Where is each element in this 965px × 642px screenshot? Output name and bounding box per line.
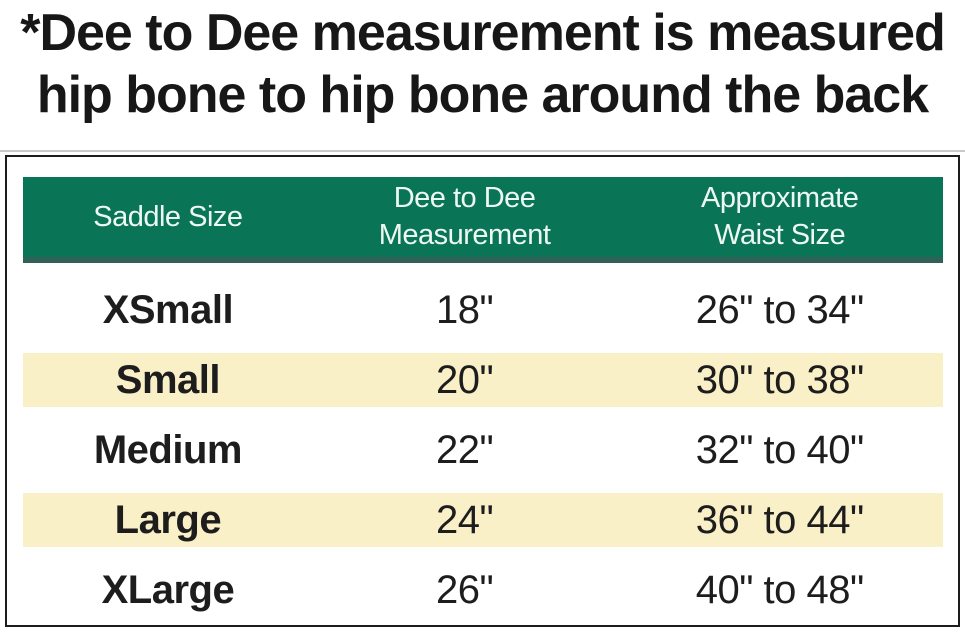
table-row-small: Small 20" 30" to 38" (23, 345, 943, 415)
table-header-row: Saddle Size Dee to Dee Measurement Appro… (23, 177, 943, 263)
cell-dee-small: 20" (435, 357, 494, 402)
cell-dee-xlarge: 26" (435, 567, 494, 612)
table-row-xsmall: XSmall 18" 26" to 34" (23, 275, 943, 345)
cell-waist-large: 36" to 44" (695, 497, 864, 542)
cell-size-xsmall: XSmall (102, 287, 234, 332)
cell-waist-medium: 32" to 40" (695, 427, 864, 472)
cell-waist-xlarge: 40" to 48" (695, 567, 864, 612)
cell-dee-xsmall: 18" (435, 287, 494, 332)
measurement-note: *Dee to Dee measurement is measured hip … (0, 2, 965, 126)
header-waist-size-line2: Waist Size (714, 219, 846, 251)
header-waist-size: Approximate Waist Size (616, 177, 943, 257)
note-line-2: hip bone to hip bone around the back (36, 66, 929, 124)
cell-dee-large: 24" (435, 497, 494, 542)
table-body: XSmall 18" 26" to 34" Small 20" 30" to 3… (23, 275, 943, 625)
header-saddle-size-line1: Saddle Size (93, 200, 243, 233)
cell-waist-small: 30" to 38" (695, 357, 864, 402)
header-dee-to-dee: Dee to Dee Measurement (313, 177, 617, 257)
table-row-xlarge: XLarge 26" 40" to 48" (23, 555, 943, 625)
cell-dee-medium: 22" (435, 427, 494, 472)
table-row-large: Large 24" 36" to 44" (23, 485, 943, 555)
size-chart-table: Saddle Size Dee to Dee Measurement Appro… (5, 155, 960, 627)
cell-size-medium: Medium (93, 427, 243, 472)
cell-size-small: Small (115, 357, 221, 402)
cell-size-xlarge: XLarge (101, 567, 235, 612)
header-dee-to-dee-line2: Measurement (378, 219, 551, 251)
header-waist-size-line1: Approximate (701, 182, 859, 214)
header-saddle-size: Saddle Size (23, 177, 313, 257)
cell-size-large: Large (114, 497, 222, 542)
table-row-medium: Medium 22" 32" to 40" (23, 415, 943, 485)
cell-waist-xsmall: 26" to 34" (695, 287, 864, 332)
header-dee-to-dee-line1: Dee to Dee (393, 182, 536, 214)
note-line-1: *Dee to Dee measurement is measured (20, 4, 946, 62)
top-divider (0, 150, 965, 152)
